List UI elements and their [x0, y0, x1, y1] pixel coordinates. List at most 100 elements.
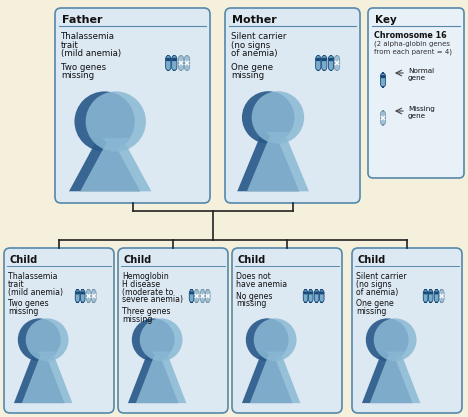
Polygon shape	[257, 352, 277, 355]
Text: missing: missing	[236, 299, 266, 309]
Text: Child: Child	[358, 255, 386, 265]
Text: missing: missing	[122, 315, 153, 324]
Text: missing: missing	[8, 307, 38, 316]
FancyBboxPatch shape	[184, 55, 190, 70]
FancyBboxPatch shape	[352, 248, 462, 413]
Polygon shape	[385, 352, 405, 355]
Text: (2 alpha-globin genes: (2 alpha-globin genes	[374, 40, 450, 47]
Polygon shape	[256, 132, 280, 136]
FancyBboxPatch shape	[423, 291, 428, 294]
FancyBboxPatch shape	[308, 289, 313, 302]
FancyBboxPatch shape	[429, 289, 433, 302]
FancyBboxPatch shape	[200, 289, 205, 302]
FancyBboxPatch shape	[308, 291, 313, 294]
Text: of anemia): of anemia)	[231, 49, 278, 58]
Text: Child: Child	[238, 255, 266, 265]
Text: Thalassemia: Thalassemia	[61, 32, 115, 41]
Polygon shape	[370, 355, 420, 403]
FancyBboxPatch shape	[315, 55, 321, 70]
Text: missing: missing	[356, 307, 387, 316]
Circle shape	[132, 318, 175, 361]
FancyBboxPatch shape	[315, 58, 321, 61]
FancyBboxPatch shape	[329, 55, 334, 70]
Text: Hemoglobin: Hemoglobin	[122, 272, 169, 281]
Text: Thalassemia: Thalassemia	[8, 272, 58, 281]
Text: Missing
gene: Missing gene	[408, 106, 435, 119]
Polygon shape	[37, 352, 57, 355]
Text: Child: Child	[10, 255, 38, 265]
Text: of anemia): of anemia)	[356, 288, 398, 296]
FancyBboxPatch shape	[380, 111, 386, 125]
Polygon shape	[69, 143, 140, 191]
Polygon shape	[151, 352, 171, 355]
FancyBboxPatch shape	[205, 289, 210, 302]
Polygon shape	[242, 355, 292, 403]
Text: (mild anemia): (mild anemia)	[61, 49, 121, 58]
Text: trait: trait	[61, 40, 79, 50]
Polygon shape	[266, 132, 290, 136]
Circle shape	[74, 91, 135, 152]
Text: (no signs: (no signs	[356, 280, 392, 289]
Polygon shape	[237, 136, 299, 191]
FancyBboxPatch shape	[303, 289, 308, 302]
Polygon shape	[143, 352, 163, 355]
FancyBboxPatch shape	[4, 248, 114, 413]
FancyBboxPatch shape	[80, 289, 85, 302]
FancyBboxPatch shape	[86, 289, 91, 302]
FancyBboxPatch shape	[429, 291, 433, 294]
Text: Child: Child	[124, 255, 152, 265]
Circle shape	[374, 318, 417, 361]
Text: Normal
gene: Normal gene	[408, 68, 434, 81]
FancyBboxPatch shape	[380, 75, 386, 78]
Circle shape	[26, 318, 68, 361]
FancyBboxPatch shape	[329, 58, 334, 61]
Text: missing: missing	[231, 71, 264, 80]
FancyBboxPatch shape	[166, 55, 171, 70]
Text: have anemia: have anemia	[236, 280, 287, 289]
FancyBboxPatch shape	[166, 58, 171, 61]
Circle shape	[246, 318, 289, 361]
Polygon shape	[128, 355, 178, 403]
Text: Two genes: Two genes	[8, 299, 49, 309]
Text: from each parent = 4): from each parent = 4)	[374, 48, 452, 55]
FancyBboxPatch shape	[320, 291, 324, 294]
Text: Does not: Does not	[236, 272, 271, 281]
FancyBboxPatch shape	[334, 55, 340, 70]
Text: One gene: One gene	[231, 63, 273, 71]
FancyBboxPatch shape	[368, 8, 464, 178]
Circle shape	[18, 318, 60, 361]
Text: (mild anemia): (mild anemia)	[8, 288, 63, 296]
Polygon shape	[362, 355, 412, 403]
Polygon shape	[14, 355, 65, 403]
FancyBboxPatch shape	[178, 55, 183, 70]
Circle shape	[252, 91, 304, 144]
FancyBboxPatch shape	[314, 289, 319, 302]
Text: Three genes: Three genes	[122, 307, 170, 316]
Circle shape	[242, 91, 294, 144]
Text: One gene: One gene	[356, 299, 394, 309]
FancyBboxPatch shape	[225, 8, 360, 203]
FancyBboxPatch shape	[322, 55, 327, 70]
Polygon shape	[247, 136, 309, 191]
Polygon shape	[91, 138, 118, 143]
FancyBboxPatch shape	[80, 291, 85, 294]
FancyBboxPatch shape	[172, 58, 177, 61]
Text: missing: missing	[61, 71, 94, 80]
FancyBboxPatch shape	[314, 291, 319, 294]
Text: (moderate to: (moderate to	[122, 288, 173, 296]
Text: Father: Father	[62, 15, 102, 25]
Polygon shape	[265, 352, 285, 355]
FancyBboxPatch shape	[232, 248, 342, 413]
FancyBboxPatch shape	[195, 289, 199, 302]
Polygon shape	[377, 352, 397, 355]
FancyBboxPatch shape	[75, 289, 80, 302]
Text: H disease: H disease	[122, 280, 160, 289]
Text: severe anemia): severe anemia)	[122, 295, 183, 304]
FancyBboxPatch shape	[75, 291, 80, 294]
FancyBboxPatch shape	[303, 291, 308, 294]
Polygon shape	[136, 355, 186, 403]
Text: (no signs: (no signs	[231, 40, 270, 50]
FancyBboxPatch shape	[434, 291, 439, 294]
Circle shape	[254, 318, 297, 361]
FancyBboxPatch shape	[434, 289, 439, 302]
